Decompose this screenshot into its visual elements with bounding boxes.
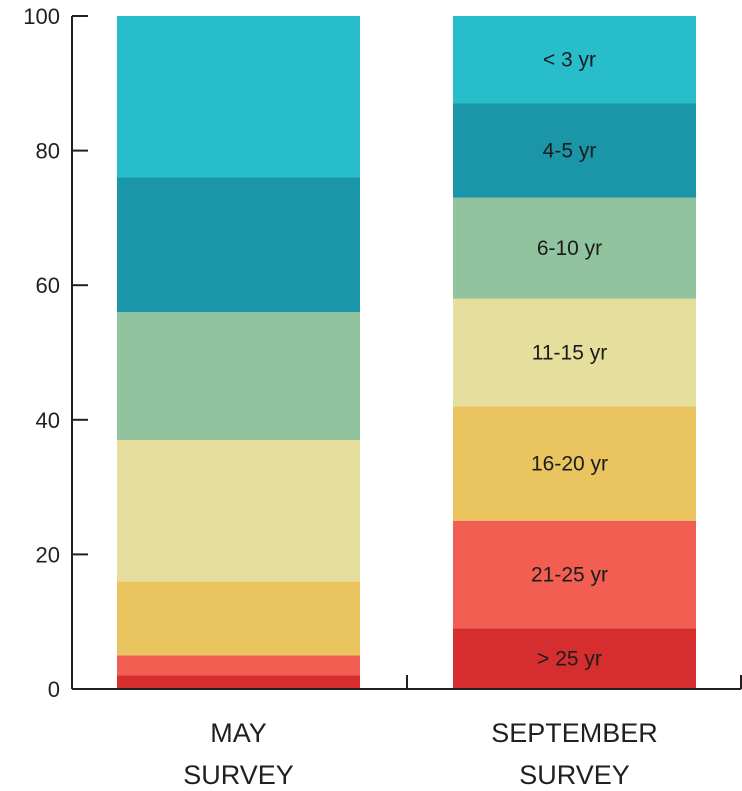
bar-segment-september-5 [453,103,696,198]
segment-label-6: < 3 yr [543,49,596,72]
bar-segment-september-2 [453,406,696,521]
segment-label-2: 16-20 yr [531,453,608,476]
bar-segment-september-6 [453,16,696,104]
bar-segment-may-4 [117,312,360,440]
bar-segment-september-0 [453,628,696,689]
segment-label-4: 6-10 yr [537,237,602,260]
bar-segment-september-1 [453,520,696,629]
bar-segment-may-5 [117,177,360,313]
bar-segment-september-4 [453,197,696,299]
bar-segment-may-6 [117,16,360,178]
x-categories-layer: MAY SURVEY SEPTEMBER SURVEY [183,718,658,790]
bars-layer [117,16,696,689]
y-tick-label: 60 [36,273,60,298]
bar-segment-september-3 [453,298,696,407]
y-tick-label: 40 [36,408,60,433]
x-category-label: MAY [210,718,267,748]
x-category-label: SURVEY [183,760,294,790]
bar-segment-may-0 [117,675,360,689]
y-tick-label: 20 [36,542,60,567]
segment-label-0: > 25 yr [537,648,602,671]
segment-label-1: 21-25 yr [531,564,608,587]
x-category-label: SURVEY [519,760,630,790]
y-ticks-layer: 0 20 40 60 80 100 [23,4,742,702]
bar-segment-may-2 [117,581,360,656]
x-category-label: SEPTEMBER [491,718,658,748]
segment-label-3: 11-15 yr [532,342,607,365]
segment-label-5: 4-5 yr [543,140,597,163]
segment-labels-layer: > 25 yr 21-25 yr 16-20 yr 11-15 yr 6-10 yr 4-… [531,49,608,671]
bar-segment-may-1 [117,655,360,676]
y-tick-label: 0 [48,677,60,702]
y-tick-label: 80 [36,139,60,164]
bar-segment-may-3 [117,439,360,582]
y-tick-label: 100 [23,4,60,29]
